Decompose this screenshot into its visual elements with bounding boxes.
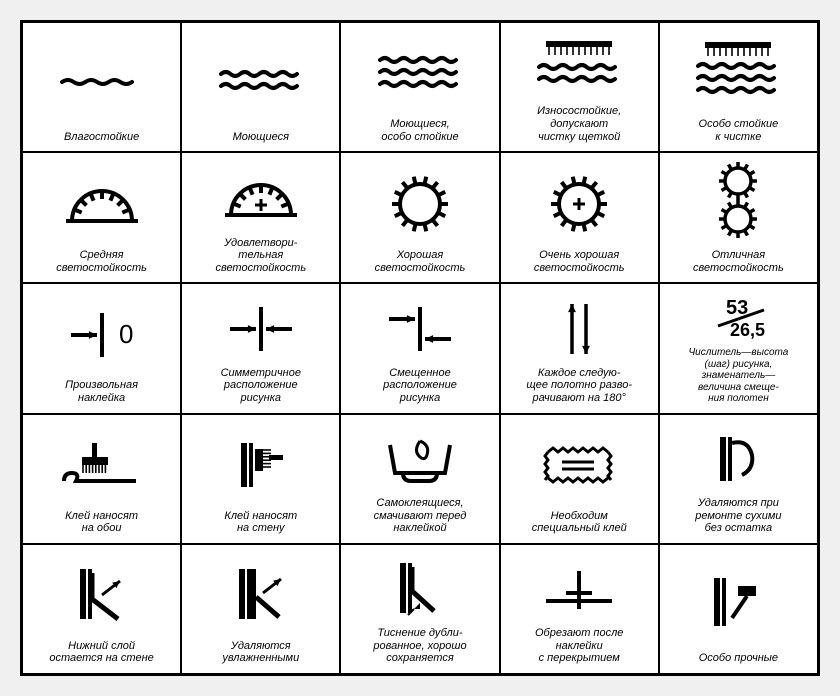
cell-4-3: Самоклеящиеся, смачивают перед наклейкой (340, 414, 499, 544)
cell-label: Обрезают после наклейки с перекрытием (535, 627, 623, 665)
cell-label: Нижний слой остается на стене (49, 640, 153, 665)
glue-wall-icon (186, 421, 335, 510)
wave-3-icon (345, 29, 494, 118)
impact-icon (664, 551, 813, 653)
special-glue-icon (505, 421, 654, 510)
cell-2-4: Очень хорошая светостойкость (500, 152, 659, 283)
cell-2-2: Удовлетвори- тельная светостойкость (181, 152, 340, 283)
cell-5-4: Обрезают после наклейки с перекрытием (500, 544, 659, 674)
sun-full-plus-icon (505, 159, 654, 249)
cell-label: Очень хорошая светостойкость (534, 249, 625, 274)
dry-remove-icon (664, 421, 813, 497)
overlap-cut-icon (505, 551, 654, 627)
fraction-icon: 5326,5 (664, 290, 813, 347)
cell-2-3: Хорошая светостойкость (340, 152, 499, 283)
reverse-180-icon (505, 290, 654, 366)
cell-5-2: Удаляются увлажненными (181, 544, 340, 674)
cell-label: Клей наносят на обои (65, 510, 138, 535)
cell-3-2: Симметричное расположение рисунка (181, 283, 340, 413)
cell-3-4: Каждое следую- щее полотно разво- рачива… (500, 283, 659, 413)
cell-label: Самоклеящиеся, смачивают перед наклейкой (374, 497, 467, 535)
cell-label: Удаляются увлажненными (222, 640, 299, 665)
cell-label: Симметричное расположение рисунка (221, 367, 301, 405)
svg-text:0: 0 (119, 319, 133, 349)
cell-1-2: Моющиеся (181, 22, 340, 152)
cell-3-3: Смещенное расположение рисунка (340, 283, 499, 413)
glue-paper-icon (27, 421, 176, 510)
cell-label: Особо стойкие к чистке (699, 118, 779, 143)
align-offset-icon (345, 290, 494, 366)
cell-label: Моющиеся, особо стойкие (381, 118, 458, 143)
cell-label: Влагостойкие (64, 131, 139, 144)
cell-label: Износостойкие, допускают чистку щеткой (537, 105, 621, 143)
cell-label: Удаляются при ремонте сухими без остатка (695, 497, 781, 535)
wet-remove-icon (186, 551, 335, 640)
cell-label: Произвольная наклейка (65, 379, 138, 404)
sun-double-icon (664, 159, 813, 249)
cell-label: Тиснение дубли- рованное, хорошо сохраня… (373, 627, 466, 665)
cell-label: Удовлетвори- тельная светостойкость (215, 237, 306, 275)
cell-1-4: Износостойкие, допускают чистку щеткой (500, 22, 659, 152)
cell-4-5: Удаляются при ремонте сухими без остатка (659, 414, 818, 544)
wave-3-brush-icon (664, 29, 813, 118)
cell-1-3: Моющиеся, особо стойкие (340, 22, 499, 152)
cell-3-5: 5326,5Числитель—высота (шаг) рисунка, зн… (659, 283, 818, 413)
sun-half-icon (27, 159, 176, 249)
cell-1-1: Влагостойкие (22, 22, 181, 152)
svg-text:26,5: 26,5 (730, 320, 765, 340)
symbol-grid: Влагостойкие Моющиеся Моющиеся, особо стой… (20, 20, 820, 676)
align-sym-icon (186, 290, 335, 366)
cell-label: Хорошая светостойкость (375, 249, 466, 274)
duplex-icon (345, 551, 494, 627)
align-free-icon: 0 (27, 290, 176, 379)
cell-label: Необходим специальный клей (532, 510, 627, 535)
cell-5-5: Особо прочные (659, 544, 818, 674)
cell-5-3: Тиснение дубли- рованное, хорошо сохраня… (340, 544, 499, 674)
cell-label: Числитель—высота (шаг) рисунка, знаменат… (688, 347, 788, 405)
cell-label: Средняя светостойкость (56, 249, 147, 274)
cell-4-1: Клей наносят на обои (22, 414, 181, 544)
prepasted-icon (345, 421, 494, 497)
cell-3-1: 0 Произвольная наклейка (22, 283, 181, 413)
cell-label: Отличная светостойкость (693, 249, 784, 274)
cell-label: Моющиеся (233, 131, 289, 144)
sun-half-plus-icon (186, 159, 335, 236)
cell-5-1: Нижний слой остается на стене (22, 544, 181, 674)
cell-2-5: Отличная светостойкость (659, 152, 818, 283)
cell-4-4: Необходим специальный клей (500, 414, 659, 544)
wave-1-icon (27, 29, 176, 131)
layer-stays-icon (27, 551, 176, 640)
cell-label: Смещенное расположение рисунка (383, 367, 457, 405)
cell-label: Клей наносят на стену (224, 510, 297, 535)
cell-2-1: Средняя светостойкость (22, 152, 181, 283)
cell-label: Особо прочные (699, 652, 778, 665)
wave-2-brush-icon (505, 29, 654, 105)
wave-2-icon (186, 29, 335, 131)
sun-full-icon (345, 159, 494, 249)
cell-label: Каждое следую- щее полотно разво- рачива… (526, 367, 632, 405)
cell-1-5: Особо стойкие к чистке (659, 22, 818, 152)
cell-4-2: Клей наносят на стену (181, 414, 340, 544)
